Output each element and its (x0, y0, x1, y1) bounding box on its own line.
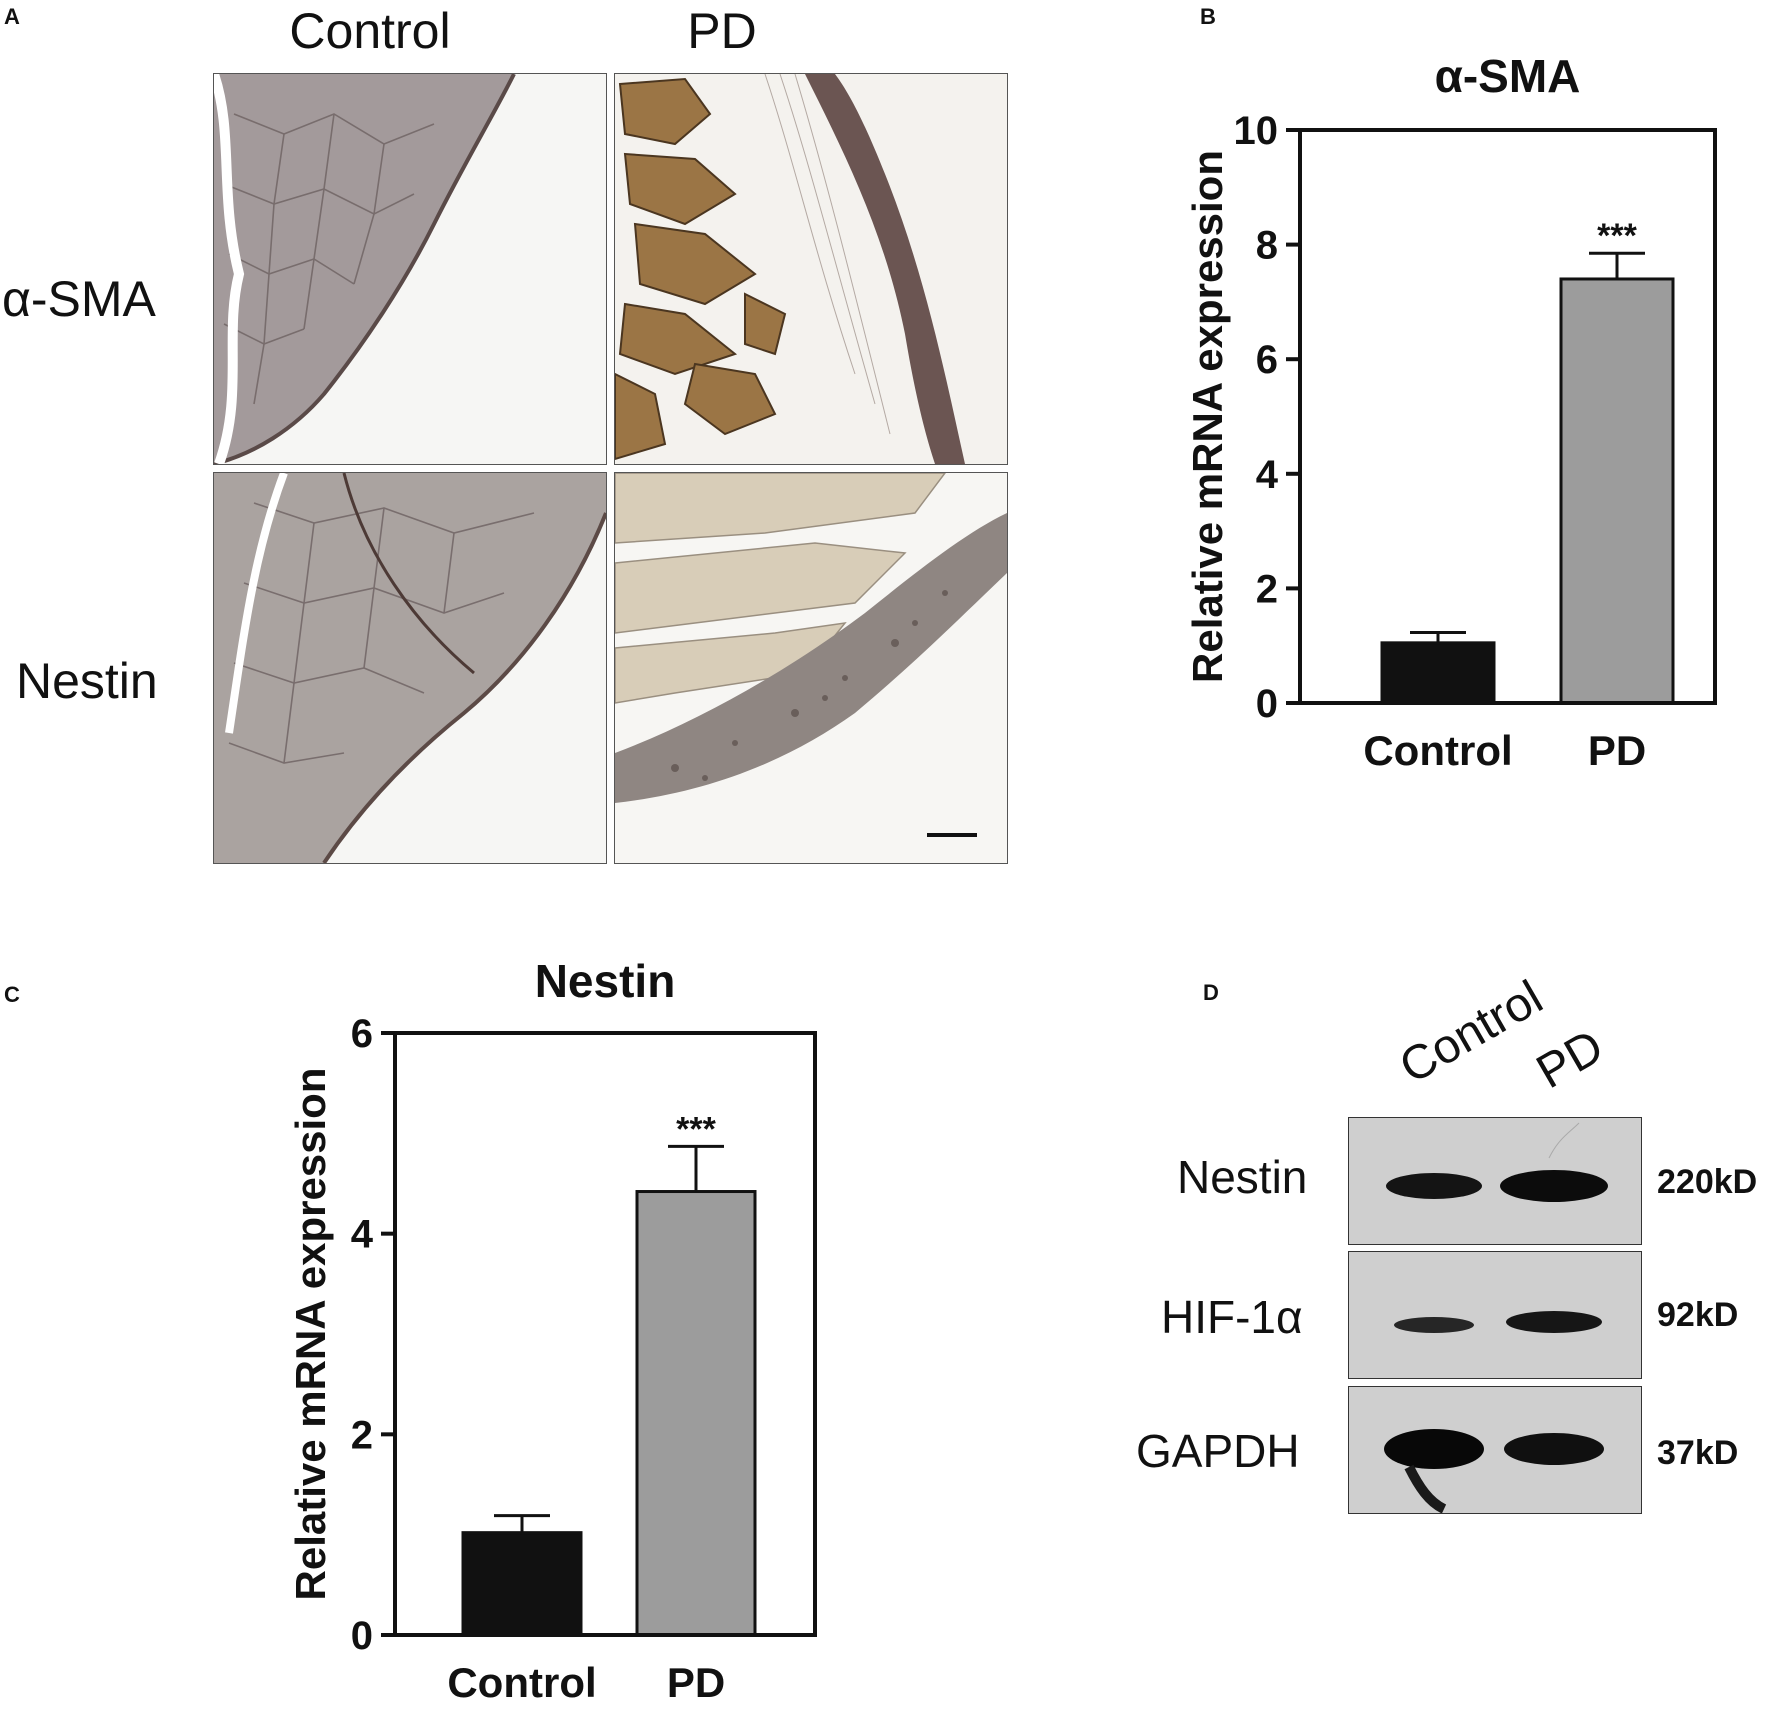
y-tick-label: 4 (1256, 453, 1279, 497)
y-tick-label: 0 (1256, 682, 1278, 726)
y-tick-label: 0 (351, 1614, 373, 1658)
chart-c-nestin: Nestin Relative mRNA expression Control ***… (287, 955, 817, 1706)
plot-frame (393, 1031, 817, 1637)
micrograph-control-nestin (213, 472, 607, 864)
lane-label-pd: PD (1528, 1019, 1613, 1100)
band-size-gapdh: 37kD (1657, 1434, 1739, 1472)
y-tick-label: 2 (1256, 567, 1278, 611)
blot-strip-nestin (1348, 1117, 1642, 1245)
y-tick-label: 6 (1256, 338, 1278, 382)
panel-letter-c: C (4, 982, 20, 1007)
band-label-hif1a: HIF-1α (1161, 1291, 1303, 1343)
micrograph-pd-nestin (614, 472, 1008, 864)
y-tick-label: 6 (351, 1012, 373, 1056)
band-size-nestin: 220kD (1657, 1163, 1758, 1201)
y-tick-label: 2 (351, 1413, 373, 1457)
y-tick-label: 4 (351, 1213, 374, 1257)
row-label-nestin: Nestin (16, 653, 158, 709)
bar-control (1380, 641, 1496, 705)
blot-strip-hif1a (1348, 1251, 1642, 1379)
column-label-pd: PD (687, 3, 757, 59)
x-tick-label-pd: PD (667, 1659, 725, 1706)
bar-control (461, 1531, 583, 1637)
panel-letter-a: A (4, 4, 20, 29)
y-tick-label: 8 (1256, 224, 1278, 268)
x-tick-label-control: Control (1363, 727, 1512, 774)
column-label-control: Control (289, 3, 451, 59)
panel-letter-b: B (1200, 4, 1216, 29)
significance-marker: *** (676, 1110, 716, 1148)
bar-pd (635, 1190, 757, 1637)
bar-pd (1559, 277, 1675, 705)
x-tick-label-pd: PD (1588, 727, 1646, 774)
significance-marker: *** (1597, 217, 1637, 255)
y-axis-label: Relative mRNA expression (287, 1068, 334, 1601)
chart-b-asma: α-SMA Relative mRNA expression Control *** P… (1184, 50, 1717, 774)
y-tick-label: 10 (1234, 109, 1279, 153)
micrograph-control-asma (213, 73, 607, 465)
chart-title: Nestin (535, 955, 676, 1007)
row-label-asma: α-SMA (2, 271, 156, 327)
band-label-nestin: Nestin (1177, 1151, 1308, 1203)
lane-label-control: Control (1391, 970, 1552, 1095)
panel-letter-d: D (1203, 980, 1219, 1005)
x-tick-label-control: Control (447, 1659, 596, 1706)
micrograph-pd-asma (614, 73, 1008, 465)
blot-strip-gapdh (1348, 1386, 1642, 1514)
band-label-gapdh: GAPDH (1136, 1425, 1300, 1477)
plot-frame (1298, 128, 1717, 705)
chart-title: α-SMA (1435, 50, 1581, 102)
band-size-hif1a: 92kD (1657, 1296, 1739, 1334)
y-axis-label: Relative mRNA expression (1184, 150, 1231, 683)
